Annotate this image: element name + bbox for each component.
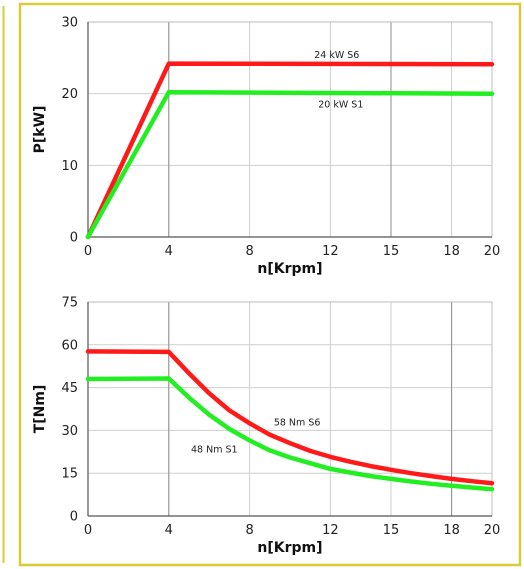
series-line-s1: [85, 89, 495, 240]
x-tick-label: 0: [84, 523, 92, 538]
series-line-s1: [85, 376, 495, 492]
x-tick-label: 18: [443, 244, 460, 259]
series-annotation: 58 Nm S6: [274, 417, 321, 428]
y-tick-label: 45: [61, 381, 78, 396]
x-tick-label: 20: [484, 523, 501, 538]
x-axis-title: n[Krpm]: [257, 261, 322, 277]
x-axis-title: n[Krpm]: [257, 540, 322, 556]
y-tick-label: 10: [61, 159, 78, 174]
y-tick-label: 60: [61, 338, 78, 353]
series-annotation: 20 kW S1: [318, 99, 363, 110]
x-tick-label: 4: [165, 244, 173, 259]
series-line-s6: [85, 61, 495, 240]
x-tick-label: 15: [383, 523, 400, 538]
y-axis-title: T[Nm]: [32, 385, 48, 434]
series-line-s6: [85, 349, 495, 486]
x-tick-label: 20: [484, 244, 501, 259]
y-tick-label: 20: [61, 87, 78, 102]
y-tick-label: 30: [61, 424, 78, 439]
torque-chart: 0 15 30 45 60 75 0 4 8 12 15 18 20 n[Krpm] T[Nm] 58 Nm …: [32, 296, 500, 557]
series-annotation: 48 Nm S1: [191, 444, 238, 455]
x-tick-label: 8: [245, 244, 253, 259]
x-tick-label: 12: [322, 523, 339, 538]
x-tick-label: 18: [443, 523, 460, 538]
frame-border: [18, 2, 522, 567]
x-tick-label: 12: [322, 244, 339, 259]
power-chart: 0 10 20 30 0 4 8 12 15 18 20 n[Krpm] P[kW] 24 kW S6 20…: [32, 16, 500, 278]
y-tick-label: 75: [61, 296, 78, 311]
y-tick-label: 0: [70, 510, 78, 525]
series-annotation: 24 kW S6: [314, 50, 359, 61]
x-tick-label: 8: [245, 523, 253, 538]
x-tick-label: 4: [165, 523, 173, 538]
y-axis-title: P[kW]: [32, 106, 48, 154]
x-tick-label: 15: [383, 244, 400, 259]
y-tick-label: 30: [61, 16, 78, 31]
y-tick-label: 15: [61, 467, 78, 482]
y-tick-label: 0: [70, 231, 78, 246]
x-tick-label: 0: [84, 244, 92, 259]
